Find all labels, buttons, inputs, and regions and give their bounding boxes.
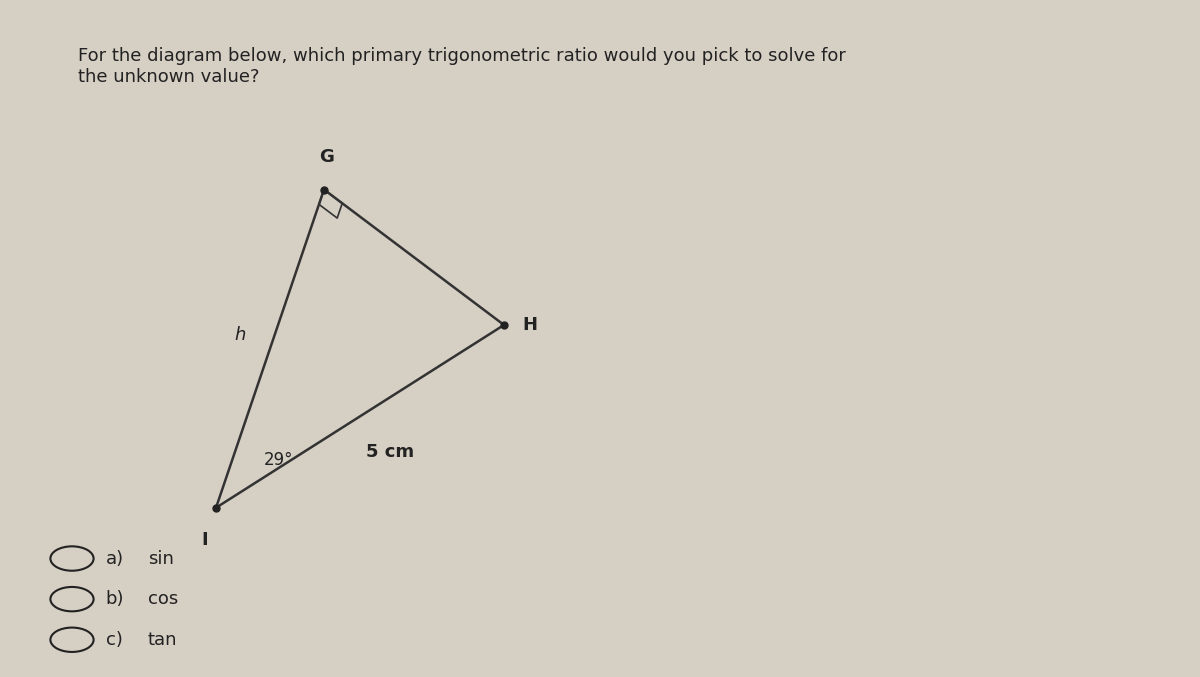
Text: b): b) (106, 590, 124, 608)
Text: 29°: 29° (264, 452, 294, 469)
Text: H: H (522, 316, 538, 334)
Text: sin: sin (148, 550, 174, 567)
Text: 5 cm: 5 cm (366, 443, 414, 462)
Text: tan: tan (148, 631, 178, 649)
Text: h: h (235, 326, 246, 344)
Text: I: I (200, 531, 208, 550)
Text: cos: cos (148, 590, 178, 608)
Text: G: G (319, 148, 334, 166)
Text: c): c) (106, 631, 122, 649)
Text: a): a) (106, 550, 124, 567)
Text: For the diagram below, which primary trigonometric ratio would you pick to solve: For the diagram below, which primary tri… (78, 47, 846, 86)
